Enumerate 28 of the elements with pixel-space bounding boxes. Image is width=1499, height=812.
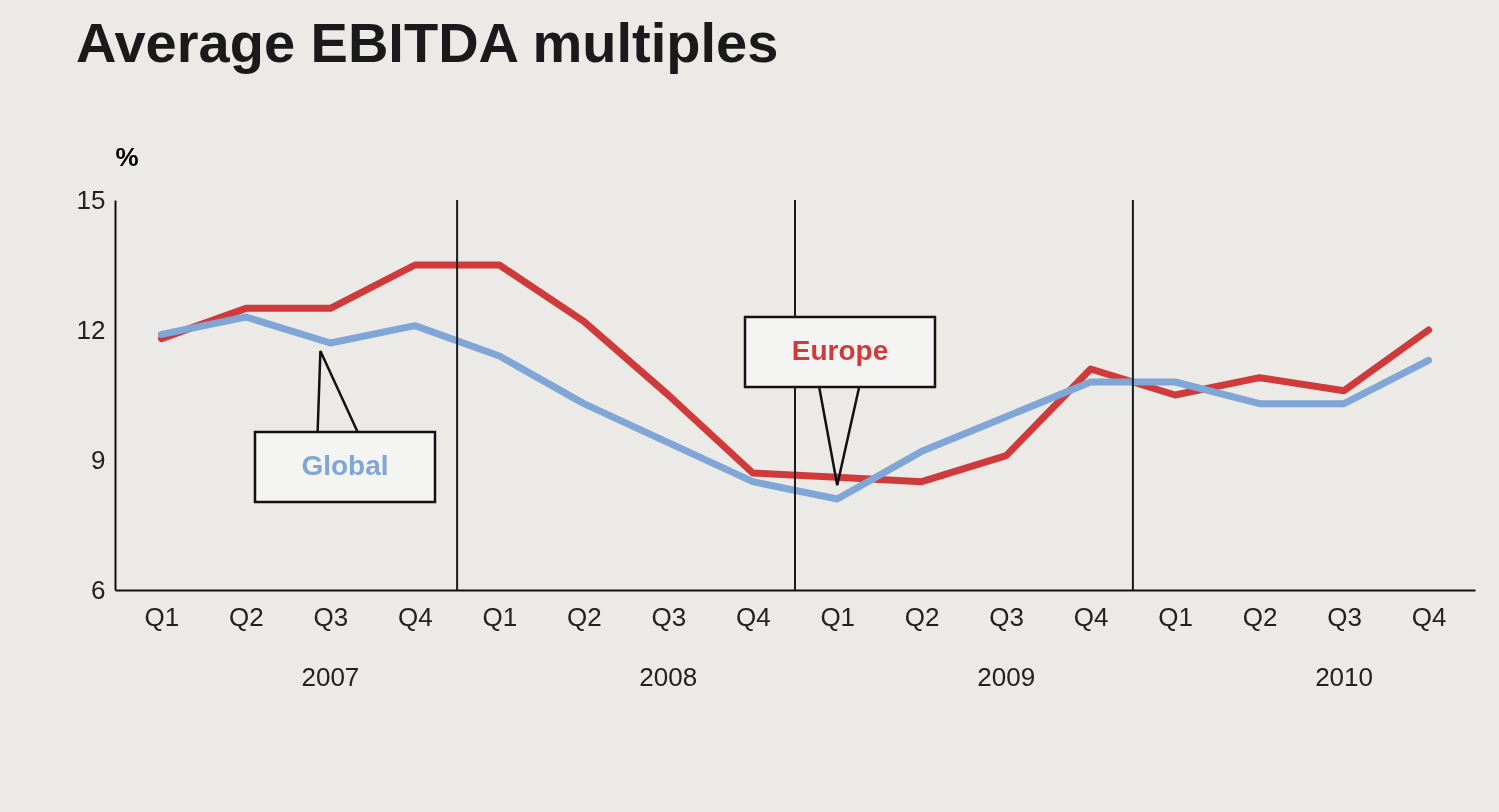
x-tick-label: Q2 — [904, 601, 940, 632]
x-tick-label: Q1 — [820, 601, 856, 632]
text: Global — [301, 450, 389, 481]
y-axis-title: % — [115, 141, 139, 172]
x-tick-label: Q4 — [1073, 601, 1109, 632]
text: Europe — [791, 335, 889, 366]
x-tick-label: Q3 — [1327, 601, 1362, 632]
x-tick-label: Q4 — [398, 601, 433, 632]
x-tick-label: Q1 — [144, 601, 180, 632]
y-tick-label: 15 — [76, 184, 106, 215]
x-tick-label: Q1 — [1158, 601, 1193, 632]
text: 2010 — [1315, 662, 1373, 692]
x-tick-label: Q2 — [229, 601, 264, 632]
x-tick-label: Q1 — [482, 601, 518, 632]
text: 2008 — [639, 662, 698, 692]
y-tick-label: 9 — [91, 444, 106, 475]
x-tick-label: Q3 — [313, 601, 349, 632]
y-tick-label: 12 — [76, 314, 106, 345]
text: 2009 — [977, 662, 1036, 692]
x-tick-label: Q2 — [566, 601, 602, 632]
x-tick-label: Q3 — [989, 601, 1025, 632]
text: 2007 — [301, 662, 360, 692]
y-tick-label: 6 — [91, 574, 106, 605]
x-tick-label: Q3 — [651, 601, 687, 632]
chart-title: Average EBITDA multiples — [76, 11, 779, 74]
x-tick-label: Q4 — [735, 601, 771, 632]
x-tick-label: Q2 — [1242, 601, 1278, 632]
x-tick-label: Q4 — [1411, 601, 1447, 632]
